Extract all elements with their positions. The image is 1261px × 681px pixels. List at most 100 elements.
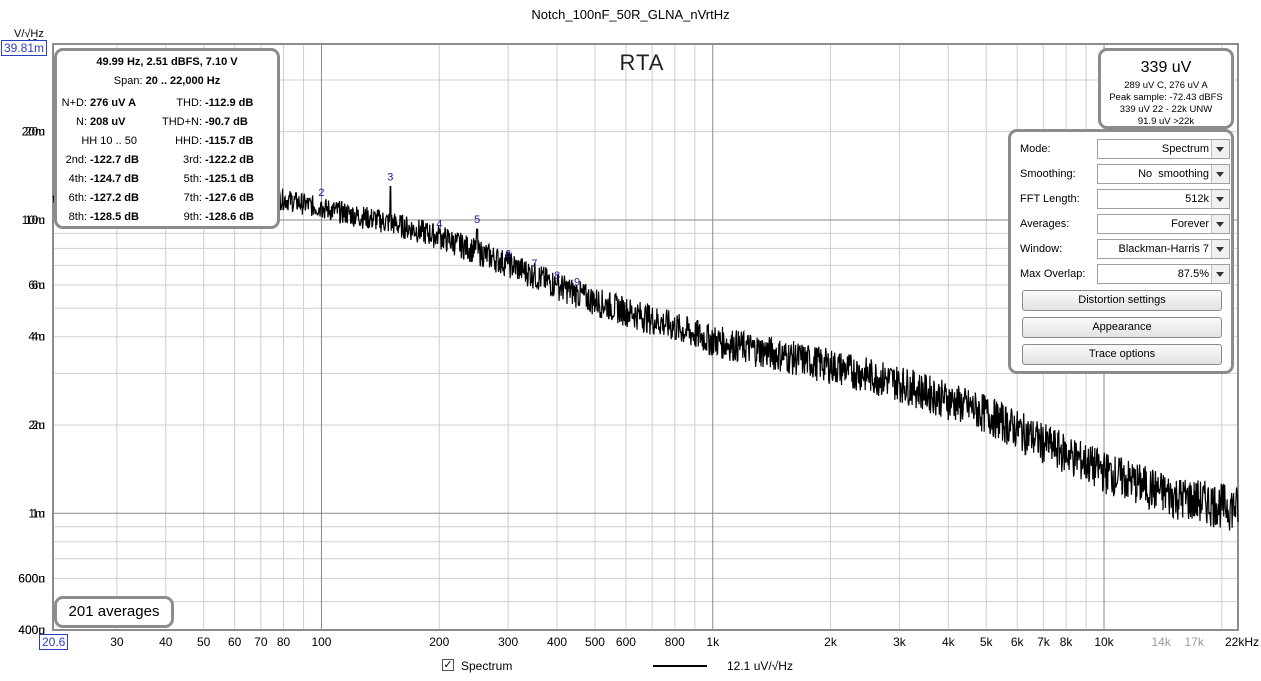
trace-options-button[interactable]: Trace options [1022, 344, 1222, 365]
level-unweighted: 339 uV 22 - 22k UNW [1119, 104, 1213, 115]
stats-label-4: HH 10 .. 50 [81, 135, 137, 147]
harmonic-marker-7: 7 [531, 258, 537, 270]
chevron-down-icon[interactable] [1211, 240, 1229, 258]
level-peak-sample: Peak sample: -72.43 dBFS [1109, 92, 1223, 103]
x-tick-label: 40 [159, 635, 173, 649]
chevron-down-icon[interactable] [1211, 215, 1229, 233]
x-tick-label: 200 [429, 635, 449, 649]
x-tick-label: 60 [228, 635, 242, 649]
span-label: Span: [113, 75, 143, 87]
stats-row: 4th: -124.7 dB 5th: -125.1 dB [57, 170, 277, 189]
level-main-value: 339 uV [1140, 59, 1192, 76]
stats-label-0: N+D: [61, 97, 87, 109]
span-line: Span: 20 .. 22,000 Hz [57, 75, 277, 87]
x-tick-label: 6k [1011, 635, 1025, 649]
stats-value-10: -127.2 dB [90, 192, 139, 204]
window-select[interactable]: Blackman-Harris 7 [1097, 239, 1230, 259]
chevron-down-icon[interactable] [1211, 140, 1229, 158]
y-axis-unit: V/√Hz [14, 28, 44, 40]
stats-value-0: 276 uV A [90, 97, 137, 109]
stats-label-7: 3rd: [183, 154, 202, 166]
y-tick-label: 2m [28, 418, 45, 432]
stats-row: N: 208 uV THD+N: -90.7 dB [57, 113, 277, 132]
max-overlap-select[interactable]: 87.5% [1097, 264, 1230, 284]
averages-value: Forever [1171, 218, 1209, 230]
stats-label-8: 4th: [68, 173, 87, 185]
appearance-button[interactable]: Appearance [1022, 317, 1222, 338]
x-left-value[interactable]: 20.6 [39, 634, 69, 650]
chevron-down-icon[interactable] [1211, 265, 1229, 283]
x-tick-label: 7k [1037, 635, 1051, 649]
smoothing-label: Smoothing: [1020, 168, 1076, 180]
mode-select[interactable]: Spectrum [1097, 139, 1230, 159]
stats-value-9: -125.1 dB [205, 173, 254, 185]
x-tick-label: 10k [1094, 635, 1114, 649]
y-tick-label: 4u [32, 330, 45, 344]
averages-count-panel: 201 averages [54, 596, 174, 628]
averages-label: Averages: [1020, 218, 1070, 230]
distortion-settings-button[interactable]: Distortion settings [1022, 290, 1222, 311]
max-overlap-value: 87.5% [1177, 268, 1209, 280]
x-tick-label: 500 [585, 635, 605, 649]
harmonic-marker-8: 8 [554, 270, 560, 282]
x-tick-label: 8k [1060, 635, 1074, 649]
spectrum-legend-label[interactable]: Spectrum [461, 659, 513, 673]
y-tick-label: 6m [28, 278, 45, 292]
smoothing-value: No smoothing [1138, 168, 1209, 180]
y-tick-label: 10u [25, 213, 45, 227]
spectrum-cursor-value: 12.1 uV/√Hz [727, 659, 793, 673]
x-tick-label: 400 [547, 635, 567, 649]
stats-value-7: -122.2 dB [205, 154, 254, 166]
stats-label-10: 6th: [68, 192, 87, 204]
stats-row: 2nd: -122.7 dB 3rd: -122.2 dB [57, 151, 277, 170]
stats-row: 6th: -127.2 dB 7th: -127.6 dB [57, 189, 277, 208]
level-panel[interactable]: 339 uV 289 uV C, 276 uV A Peak sample: -… [1098, 48, 1234, 129]
x-tick-label: 30 [110, 635, 124, 649]
harmonic-marker-2: 2 [318, 187, 324, 199]
harmonic-marker-6: 6 [505, 249, 511, 261]
harmonic-marker-3: 3 [387, 172, 393, 184]
stats-row: N+D: 276 uV A THD: -112.9 dB [57, 94, 277, 113]
stats-label-6: 2nd: [65, 154, 87, 166]
spectrum-checkbox[interactable]: ✓ [442, 659, 454, 671]
averages-select[interactable]: Forever [1097, 214, 1230, 234]
x-tick-label: 800 [665, 635, 685, 649]
averages-count: 201 averages [68, 603, 160, 620]
stats-value-8: -124.7 dB [90, 173, 139, 185]
stats-header: 49.99 Hz, 2.51 dBFS, 7.10 V [96, 56, 238, 68]
harmonic-marker-5: 5 [474, 214, 480, 226]
fft-length-select[interactable]: 512k [1097, 189, 1230, 209]
y-tick-labels: 400n600n1u2u4u6u10u20u40u60u100u200u400u… [18, 36, 45, 637]
harmonic-marker-4: 4 [436, 218, 442, 230]
x-tick-label: 1k [706, 635, 720, 649]
stats-value-11: -127.6 dB [205, 192, 254, 204]
stats-value-3: -90.7 dB [205, 116, 248, 128]
smoothing-select[interactable]: No smoothing [1097, 164, 1230, 184]
x-tick-label: 600 [616, 635, 636, 649]
y-tick-label: 6u [32, 278, 45, 292]
stats-row: HH 10 .. 50 HHD: -115.7 dB [57, 132, 277, 151]
y-tick-label: 400n [18, 623, 45, 637]
controls-panel: Mode: Spectrum Smoothing: No smoothing F… [1008, 129, 1234, 374]
smoothing-row: Smoothing: No smoothing [1020, 164, 1230, 186]
stats-label-9: 5th: [183, 173, 202, 185]
max-overlap-row: Max Overlap: 87.5% [1020, 264, 1230, 286]
y-tick-label: 600n [18, 571, 45, 585]
stats-value-12: -128.5 dB [90, 211, 139, 223]
chevron-down-icon[interactable] [1211, 190, 1229, 208]
x-tick-labels: 30 40 50 60 70 80 100 200 300 400 500 600 800 1k 2k 3k 4… [110, 635, 1259, 649]
x-tick-label: 22kHz [1225, 635, 1259, 649]
stats-label-12: 8th: [68, 211, 87, 223]
span-value: 20 .. 22,000 Hz [145, 75, 221, 87]
mode-row: Mode: Spectrum [1020, 139, 1230, 161]
spectrum-legend-line [653, 665, 707, 667]
x-tick-label: 80 [277, 635, 291, 649]
x-tick-label: 2k [824, 635, 838, 649]
level-weighted: 289 uV C, 276 uV A [1124, 80, 1208, 91]
chevron-down-icon[interactable] [1211, 165, 1229, 183]
y-tick-label: 400u [18, 623, 45, 637]
x-tick-label: 300 [498, 635, 518, 649]
distortion-stats-panel[interactable]: 49.99 Hz, 2.51 dBFS, 7.10 V Span: 20 .. … [54, 48, 280, 229]
window-value: Blackman-Harris 7 [1118, 243, 1209, 255]
y-top-value[interactable]: 39.81m [1, 40, 48, 56]
